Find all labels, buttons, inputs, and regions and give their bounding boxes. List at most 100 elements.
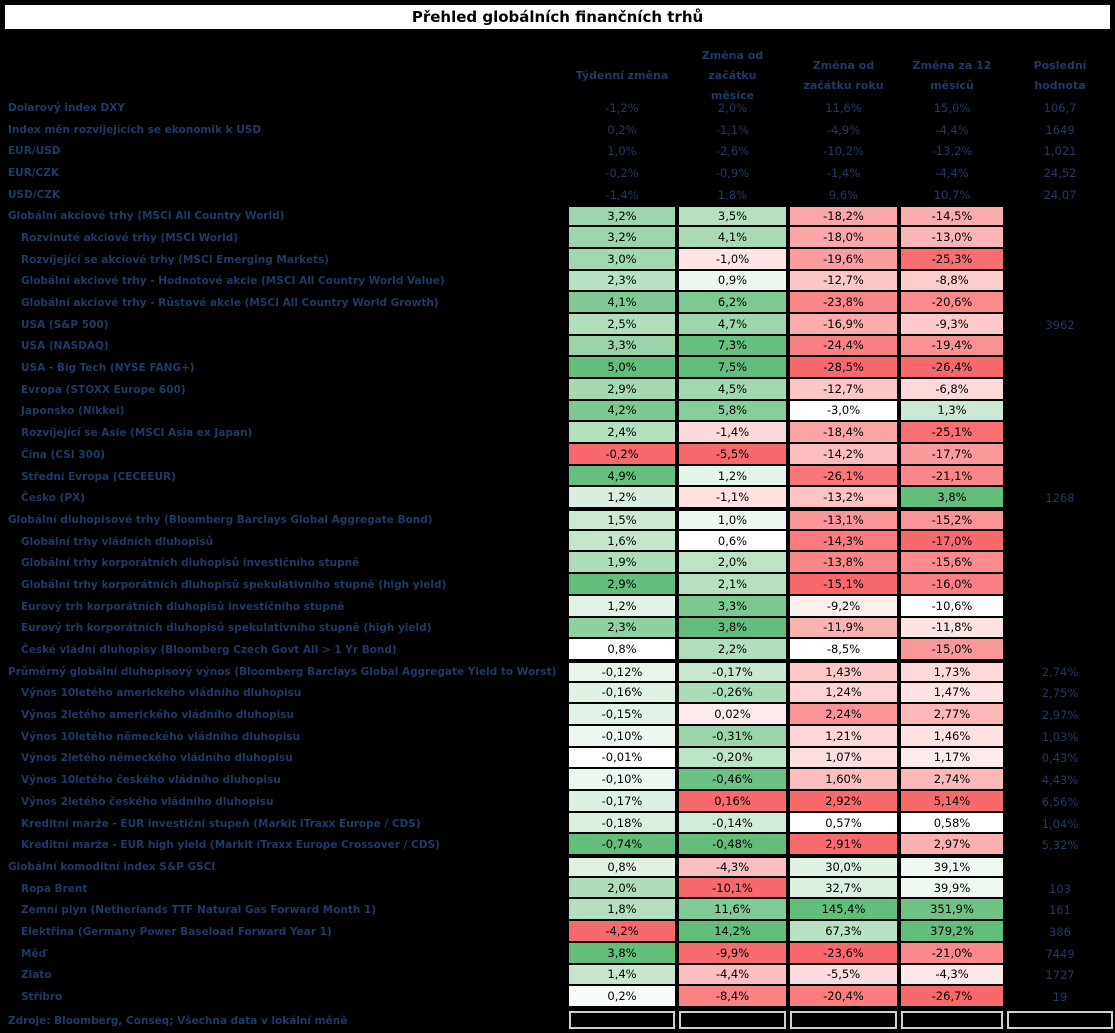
change-cell: -28,5% (788, 357, 899, 379)
row-label: EUR/CZK (8, 166, 60, 179)
change-value: 379,2% (901, 921, 1003, 941)
row-label: USD/CZK (8, 188, 61, 201)
change-value: -15,6% (901, 552, 1003, 573)
change-cell: -1,1% (677, 119, 788, 141)
row-label: Zlato (21, 969, 52, 982)
change-value: -2,6% (715, 144, 750, 159)
change-value: -1,1% (679, 487, 786, 508)
change-value: 67,3% (790, 921, 897, 941)
change-value: 3,2% (569, 227, 675, 247)
footer-empty-cell (569, 1011, 675, 1029)
change-cell: 3,3% (567, 335, 677, 358)
change-value: -0,48% (679, 834, 786, 855)
change-value: -25,3% (901, 248, 1003, 269)
column-header-last-value: Poslední hodnota (1033, 58, 1087, 92)
change-value: -14,5% (901, 207, 1003, 226)
change-value: -15,0% (901, 639, 1003, 659)
change-cell: -0,10% (567, 769, 677, 791)
change-value: 0,2% (607, 122, 637, 137)
change-cell: 2,0% (677, 97, 788, 119)
change-value: 2,92% (790, 791, 897, 811)
change-cell: 5,8% (677, 400, 788, 423)
change-value: -0,12% (569, 662, 675, 681)
change-value: 0,16% (679, 791, 786, 811)
change-cell: 0,9% (677, 270, 788, 293)
change-value: 6,2% (679, 292, 786, 312)
change-value: -0,10% (569, 769, 675, 789)
change-cell: 0,57% (788, 812, 899, 835)
last-value-cell (1005, 596, 1115, 618)
change-value: 3,8% (679, 617, 786, 638)
footer-empty-cell (679, 1011, 786, 1029)
change-cell: 4,5% (677, 378, 788, 401)
change-value: 7,5% (679, 357, 786, 377)
change-cell: -23,6% (788, 942, 899, 965)
last-value-cell (1005, 639, 1115, 661)
row-label: Eurový trh korporátních dluhopisů invest… (21, 600, 345, 613)
change-value: 3,8% (901, 487, 1003, 508)
change-value: 1,0% (607, 144, 637, 159)
change-cell: 1,2% (677, 465, 788, 488)
row-label: Střední Evropa (CECEEUR) (21, 470, 176, 483)
change-cell: -0,17% (567, 791, 677, 813)
change-value: 4,1% (679, 227, 786, 247)
change-value: -19,4% (901, 335, 1003, 356)
change-cell: -21,1% (899, 465, 1005, 488)
change-value: -12,7% (790, 270, 897, 291)
change-value: 2,9% (569, 574, 675, 594)
change-cell: 5,0% (567, 357, 677, 379)
last-value-cell (1005, 336, 1115, 358)
change-value: -0,20% (679, 747, 786, 768)
last-value-cell: 1,021 (1043, 144, 1077, 159)
last-value-cell: 2,75% (1041, 686, 1079, 701)
change-cell: -13,0% (899, 227, 1005, 249)
change-cell: 1,6% (567, 530, 677, 553)
change-cell: -21,0% (899, 942, 1005, 965)
change-value: 0,8% (569, 858, 675, 876)
change-value: -16,9% (790, 313, 897, 334)
change-cell: 2,92% (788, 791, 899, 813)
change-value: 39,9% (901, 877, 1003, 898)
change-value: 2,3% (569, 270, 675, 291)
last-value-cell (1005, 574, 1115, 596)
change-cell: -0,01% (567, 747, 677, 770)
change-value: -20,4% (790, 986, 897, 1006)
change-cell: 2,4% (567, 422, 677, 444)
change-cell: -0,46% (677, 769, 788, 791)
change-value: -17,7% (901, 444, 1003, 464)
change-cell: 0,6% (677, 530, 788, 553)
change-cell: 2,24% (788, 704, 899, 726)
last-value-cell (1005, 271, 1115, 293)
last-value-cell (1005, 466, 1115, 488)
change-value: 1,4% (569, 964, 675, 985)
row-label: Česko (PX) (21, 492, 86, 505)
change-value: -13,2% (790, 487, 897, 508)
change-cell: -14,3% (788, 530, 899, 553)
change-value: 0,02% (679, 704, 786, 724)
change-value: 0,2% (569, 986, 675, 1006)
change-value: -1,1% (715, 122, 750, 137)
change-value: 2,2% (679, 639, 786, 659)
change-value: -18,2% (790, 207, 897, 226)
change-value: 0,57% (790, 812, 897, 833)
row-label: USA - Big Tech (NYSE FANG+) (21, 362, 195, 375)
change-cell: 2,5% (567, 313, 677, 336)
row-label: Rozvinuté akciové trhy (MSCI World) (21, 231, 239, 244)
change-cell: 1,4% (567, 964, 677, 987)
change-value: -10,1% (679, 877, 786, 898)
change-value: 3,8% (569, 942, 675, 963)
change-value: -13,0% (901, 227, 1003, 247)
change-value: 3,2% (569, 207, 675, 226)
change-value: -3,0% (790, 400, 897, 421)
change-cell: -0,17% (677, 661, 788, 683)
change-value: -5,5% (790, 964, 897, 985)
change-value: 2,3% (569, 617, 675, 638)
change-cell: 1,60% (788, 769, 899, 791)
change-value: 1,46% (901, 725, 1003, 746)
change-cell: 3,8% (567, 942, 677, 965)
change-value: -5,5% (679, 444, 786, 464)
column-header-12-month: Změna za 12 měsíců (912, 58, 992, 92)
row-label: České vládní dluhopisy (Bloomberg Czech … (21, 644, 397, 657)
change-cell: 11,6% (677, 899, 788, 921)
change-value: -10,2% (823, 144, 864, 159)
